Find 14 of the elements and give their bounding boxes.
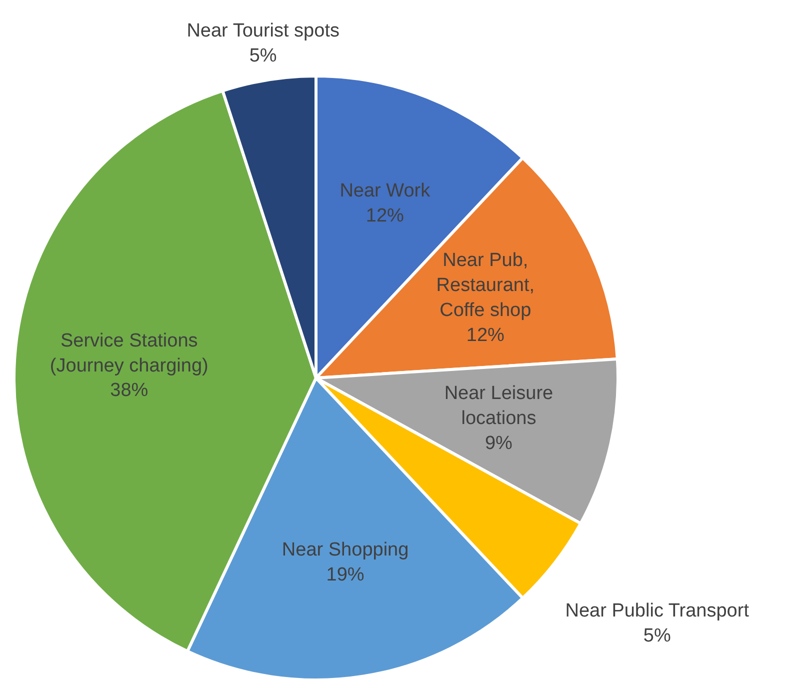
slice-label: Near Shopping bbox=[282, 539, 409, 560]
slice-label: Near Tourist spots bbox=[186, 20, 340, 42]
slice-label: Near Work bbox=[340, 180, 431, 202]
data-label: 12% bbox=[466, 324, 505, 346]
slice-label: Near Pub, Restaurant, Coffe shop bbox=[436, 250, 535, 321]
slice-label: Near Public Transport bbox=[565, 600, 750, 622]
slice-label: Near Leisure locations bbox=[444, 382, 554, 429]
data-label: 5% bbox=[643, 625, 671, 646]
data-label: 5% bbox=[249, 45, 277, 66]
data-label: 9% bbox=[484, 432, 513, 454]
data-label: 12% bbox=[366, 205, 404, 226]
data-label: 38% bbox=[110, 380, 148, 402]
slice-label: Service Stations (Journey charging) bbox=[50, 330, 208, 376]
data-label: 19% bbox=[326, 564, 364, 586]
